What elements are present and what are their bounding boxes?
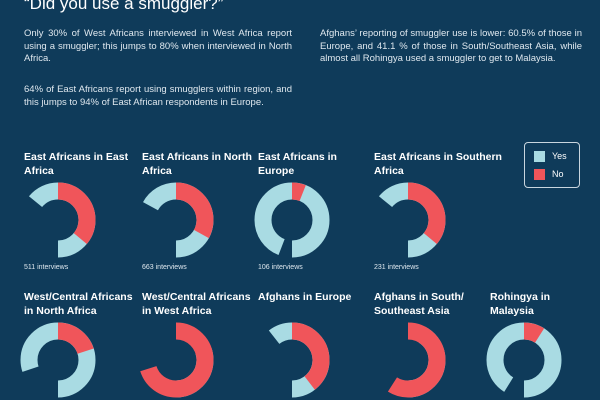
interviews-east-africans-europe: 106 interviews bbox=[258, 264, 303, 271]
interviews-east-africans-north-africa: 663 interviews bbox=[142, 264, 187, 271]
legend-item-yes: Yes bbox=[534, 150, 567, 163]
donut-west-central-africans-west-africa bbox=[138, 322, 214, 398]
donut-west-central-africans-north-africa bbox=[20, 322, 96, 398]
legend: Yes No bbox=[524, 142, 580, 188]
interviews-east-africans-east-africa: 511 interviews bbox=[24, 264, 69, 271]
chart-title-west-central-africans-west-africa: West/Central Africans in West Africa bbox=[142, 291, 251, 317]
donut-east-africans-north-africa bbox=[138, 182, 214, 258]
donut-afghans-south-southeast-asia bbox=[370, 322, 446, 398]
donut-east-africans-east-africa bbox=[20, 182, 96, 258]
slice-no-afghans-in-europe bbox=[254, 322, 330, 398]
slice-no-west-central-africans-in-west-africa bbox=[138, 322, 214, 398]
donut-rohingya-malaysia bbox=[486, 322, 562, 398]
slice-no-east-africans-in-southern-africa bbox=[370, 182, 446, 258]
donut-east-africans-southern-africa bbox=[370, 182, 446, 258]
intro-paragraph-afghans-rohingya: Afghans’ reporting of smuggler use is lo… bbox=[320, 28, 582, 64]
chart-title-east-africans-east-africa: East Africans in East Africa bbox=[24, 151, 129, 177]
slice-no-rohingya-in-malaysia bbox=[486, 322, 562, 398]
slice-yes-rohingya-in-malaysia bbox=[486, 322, 562, 398]
slice-yes-east-africans-in-europe bbox=[254, 182, 330, 258]
chart-title-afghans-europe: Afghans in Europe bbox=[258, 291, 352, 303]
slice-no-west-central-africans-in-north-africa bbox=[20, 322, 96, 398]
legend-swatch-yes bbox=[534, 151, 545, 163]
slice-no-east-africans-in-north-africa bbox=[138, 182, 214, 258]
legend-swatch-no bbox=[534, 169, 545, 181]
chart-title-east-africans-north-africa: East Africans in North Africa bbox=[142, 151, 252, 177]
donut-afghans-europe bbox=[254, 322, 330, 398]
slice-no-afghans-in-south-southeast-asia bbox=[370, 322, 446, 398]
chart-title-afghans-south-southeast-asia: Afghans in South/ Southeast Asia bbox=[374, 291, 464, 317]
legend-label-yes: Yes bbox=[552, 151, 567, 161]
page-title: “Did you use a smuggler?” bbox=[24, 0, 224, 13]
chart-title-rohingya-malaysia: Rohingya in Malaysia bbox=[490, 291, 551, 317]
slice-no-east-africans-in-europe bbox=[254, 182, 330, 258]
donut-east-africans-europe bbox=[254, 182, 330, 258]
legend-label-no: No bbox=[552, 169, 564, 179]
chart-title-west-central-africans-north-africa: West/Central Africans in North Africa bbox=[24, 291, 133, 317]
slice-no-east-africans-in-east-africa bbox=[20, 182, 96, 258]
intro-paragraph-west-africans: Only 30% of West Africans interviewed in… bbox=[24, 28, 292, 64]
chart-title-east-africans-southern-africa: East Africans in Southern Africa bbox=[374, 151, 502, 177]
interviews-east-africans-southern-africa: 231 interviews bbox=[374, 264, 419, 271]
intro-paragraph-east-africans: 64% of East Africans report using smuggl… bbox=[24, 84, 292, 108]
legend-item-no: No bbox=[534, 168, 564, 181]
chart-title-east-africans-europe: East Africans in Europe bbox=[258, 151, 337, 177]
